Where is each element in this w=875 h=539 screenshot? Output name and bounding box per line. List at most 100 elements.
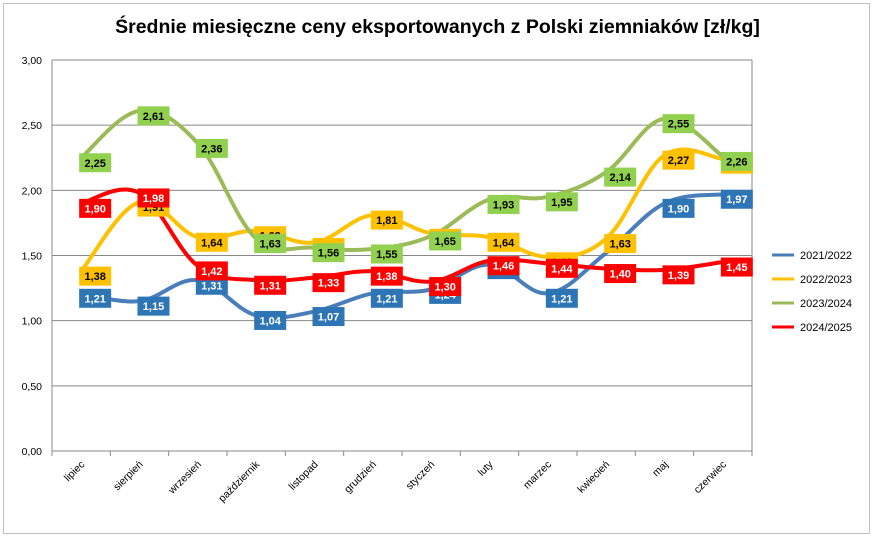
x-tick-label: grudzień [342, 459, 379, 496]
data-label-box [254, 275, 287, 295]
data-label-box [370, 210, 403, 230]
data-label: 1,63 [609, 239, 630, 251]
data-label: 1,98 [143, 193, 164, 205]
data-label: 1,45 [726, 262, 747, 274]
data-label-box [487, 194, 520, 214]
data-label: 1,33 [318, 278, 339, 290]
data-label-box [370, 288, 403, 308]
data-label-box [137, 296, 170, 316]
y-tick-label: 1,00 [22, 316, 43, 328]
data-label: 1,15 [143, 301, 164, 313]
y-tick-label: 2,50 [22, 120, 43, 132]
data-label: 2,14 [609, 172, 631, 184]
x-tick-label: maj [650, 459, 670, 479]
data-label: 1,40 [609, 269, 630, 281]
legend-label: 2021/2022 [800, 250, 852, 262]
data-label-box [195, 138, 228, 158]
data-label: 1,38 [376, 271, 397, 283]
chart-frame [3, 3, 870, 534]
data-label-box [254, 234, 287, 254]
data-label-box [137, 188, 170, 208]
y-tick-label: 2,00 [22, 185, 43, 197]
data-label: 2,27 [668, 155, 689, 167]
data-label: 1,30 [434, 282, 455, 294]
data-label: 1,39 [668, 270, 689, 282]
x-tick-label: kwiecień [575, 459, 612, 496]
x-tick-label: styczeń [404, 459, 438, 493]
x-tick-label: lipiec [62, 459, 87, 484]
data-label: 2,36 [201, 143, 222, 155]
x-tick-label: listopad [287, 459, 321, 493]
data-label: 1,93 [493, 199, 514, 211]
y-tick-label: 0,50 [22, 381, 43, 393]
data-label: 1,90 [84, 203, 105, 215]
data-label-box [312, 243, 345, 263]
data-label-box [79, 266, 112, 286]
data-label-box [195, 232, 228, 252]
data-label: 1,56 [318, 248, 339, 260]
data-label-box [312, 273, 345, 293]
data-label-box [370, 244, 403, 264]
x-tick-label: październik [216, 458, 263, 505]
data-label: 1,65 [434, 236, 455, 248]
data-label-box [662, 265, 695, 285]
data-label-box [604, 234, 637, 254]
data-label: 1,64 [201, 237, 223, 249]
data-label-box [79, 288, 112, 308]
data-label: 1,42 [201, 266, 222, 278]
data-label: 1,97 [726, 194, 747, 206]
data-label: 1,64 [493, 237, 515, 249]
data-label: 1,63 [259, 239, 280, 251]
data-label-box [662, 114, 695, 134]
data-label: 1,38 [84, 271, 105, 283]
data-label-box [487, 232, 520, 252]
data-label-box [545, 288, 578, 308]
data-label-box [662, 150, 695, 170]
data-label: 1,55 [376, 249, 397, 261]
data-label-box [79, 153, 112, 173]
data-label-box [370, 266, 403, 286]
data-label-box [254, 310, 287, 330]
data-label-box [79, 198, 112, 218]
y-tick-label: 1,50 [22, 251, 43, 263]
data-label: 1,04 [259, 315, 281, 327]
data-label: 2,61 [143, 111, 164, 123]
data-label-box [429, 231, 462, 251]
data-label: 1,07 [318, 312, 339, 324]
data-label: 1,21 [376, 293, 397, 305]
legend-label: 2022/2023 [800, 274, 852, 286]
data-label: 2,26 [726, 156, 747, 168]
data-label-box [720, 257, 753, 277]
data-label: 1,31 [259, 280, 280, 292]
data-label: 2,55 [668, 119, 689, 131]
chart-title: Średnie miesięczne ceny eksportowanych z… [115, 16, 760, 38]
data-label-box [604, 167, 637, 187]
legend-label: 2023/2024 [800, 298, 852, 310]
x-tick-label: marzec [521, 459, 554, 492]
data-label: 1,21 [551, 293, 572, 305]
data-label: 1,81 [376, 215, 397, 227]
series-line-2022-2023 [79, 147, 725, 274]
data-label: 2,25 [84, 158, 105, 170]
data-label-box [720, 151, 753, 171]
data-label: 1,44 [551, 263, 573, 275]
data-label: 1,31 [201, 280, 222, 292]
data-label-box [137, 106, 170, 126]
data-label-box [312, 307, 345, 327]
y-tick-label: 0,00 [22, 446, 43, 458]
data-label-box [545, 258, 578, 278]
x-tick-label: wrzesień [165, 459, 204, 498]
data-label: 1,21 [84, 293, 105, 305]
data-label-box [487, 256, 520, 276]
legend-label: 2024/2025 [800, 322, 852, 334]
x-tick-label: sierpień [111, 459, 146, 494]
data-label-box [195, 261, 228, 281]
data-label-box [720, 189, 753, 209]
data-label-box [662, 198, 695, 218]
data-label-box [195, 275, 228, 295]
y-tick-label: 3,00 [22, 55, 43, 67]
data-label-box [545, 192, 578, 212]
data-label: 1,90 [668, 203, 689, 215]
x-tick-label: luty [476, 458, 497, 479]
